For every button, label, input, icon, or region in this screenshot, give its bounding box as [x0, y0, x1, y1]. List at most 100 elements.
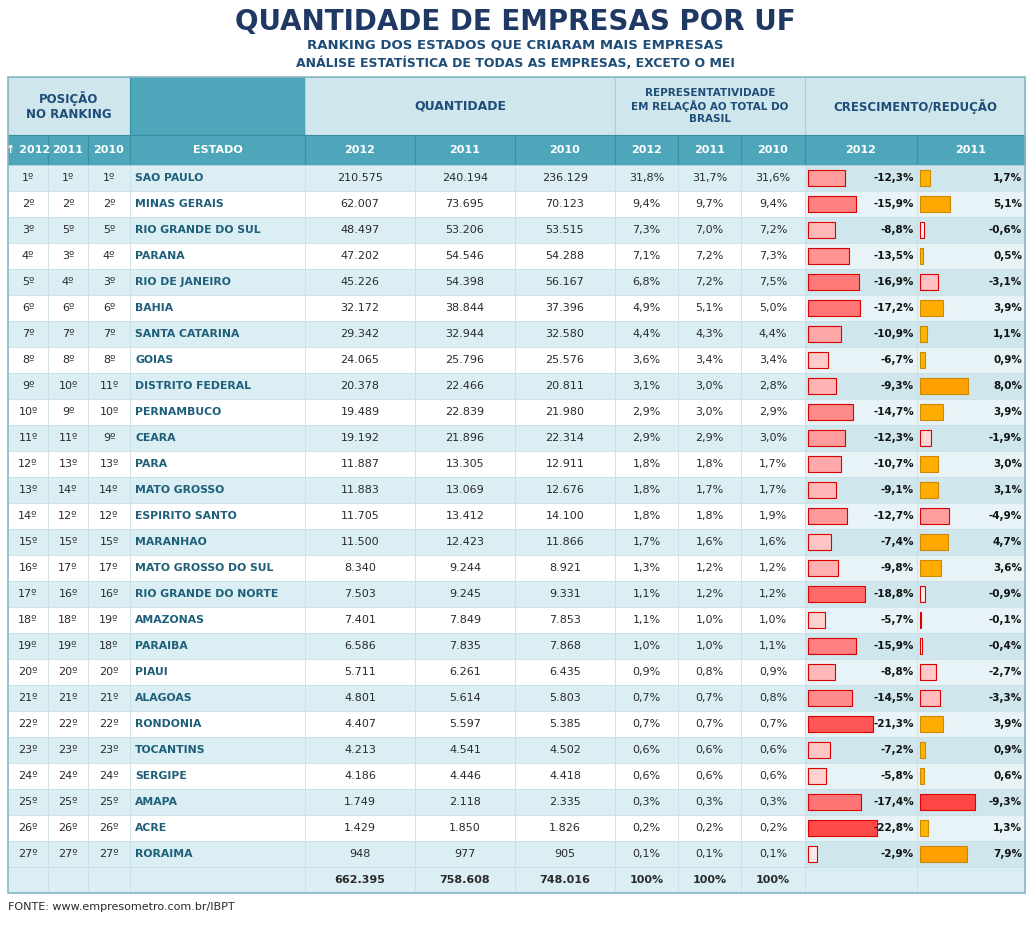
- Text: 31,8%: 31,8%: [629, 173, 664, 183]
- Bar: [805, 659, 917, 685]
- Text: MATO GROSSO DO SUL: MATO GROSSO DO SUL: [135, 563, 273, 573]
- Text: BAHIA: BAHIA: [135, 303, 173, 313]
- Bar: [805, 633, 917, 659]
- Bar: [88, 555, 130, 581]
- Bar: [808, 612, 825, 628]
- Text: 0,3%: 0,3%: [759, 797, 787, 807]
- Bar: [920, 170, 930, 186]
- Text: 4º: 4º: [22, 251, 34, 261]
- Bar: [741, 165, 805, 191]
- Text: MINAS GERAIS: MINAS GERAIS: [135, 199, 224, 209]
- Bar: [305, 191, 415, 217]
- Bar: [741, 867, 805, 893]
- Text: CRESCIMENTO/REDUÇÃO: CRESCIMENTO/REDUÇÃO: [833, 98, 997, 113]
- Text: 9º: 9º: [22, 381, 34, 391]
- Bar: [920, 352, 925, 368]
- Text: 2012: 2012: [631, 145, 662, 155]
- Bar: [805, 217, 917, 243]
- Bar: [415, 867, 515, 893]
- Bar: [415, 451, 515, 477]
- Text: 22.314: 22.314: [546, 433, 584, 443]
- Text: 948: 948: [349, 849, 371, 859]
- Text: -8,8%: -8,8%: [881, 667, 914, 677]
- Bar: [88, 607, 130, 633]
- Bar: [917, 269, 1025, 295]
- Text: 11.887: 11.887: [341, 459, 379, 469]
- Bar: [615, 659, 678, 685]
- Text: ANÁLISE ESTATÍSTICA DE TODAS AS EMPRESAS, EXCETO O MEI: ANÁLISE ESTATÍSTICA DE TODAS AS EMPRESAS…: [296, 56, 734, 69]
- Text: 18º: 18º: [19, 615, 38, 625]
- Text: 0,2%: 0,2%: [632, 823, 660, 833]
- Bar: [130, 867, 305, 893]
- Text: 4.502: 4.502: [549, 745, 581, 755]
- Bar: [48, 841, 88, 867]
- Text: 19.489: 19.489: [341, 407, 380, 417]
- Bar: [678, 347, 741, 373]
- Bar: [8, 555, 48, 581]
- Text: 2012: 2012: [846, 145, 877, 155]
- Bar: [130, 269, 305, 295]
- Text: 3,6%: 3,6%: [993, 563, 1022, 573]
- Text: 26º: 26º: [19, 823, 38, 833]
- Bar: [8, 243, 48, 269]
- Text: QUANTIDADE: QUANTIDADE: [414, 100, 506, 112]
- Text: 21º: 21º: [19, 693, 38, 703]
- Bar: [130, 503, 305, 529]
- Text: 6º: 6º: [62, 303, 74, 313]
- Bar: [615, 165, 678, 191]
- Bar: [917, 243, 1025, 269]
- Text: 1,1%: 1,1%: [632, 589, 660, 599]
- Bar: [805, 269, 917, 295]
- Bar: [48, 373, 88, 399]
- Bar: [678, 607, 741, 633]
- Bar: [615, 191, 678, 217]
- Text: 5.711: 5.711: [344, 667, 376, 677]
- Text: 1.429: 1.429: [344, 823, 376, 833]
- Bar: [920, 820, 928, 836]
- Bar: [917, 135, 1025, 165]
- Bar: [415, 399, 515, 425]
- Text: 5.614: 5.614: [449, 693, 481, 703]
- Text: 12º: 12º: [59, 511, 77, 521]
- Bar: [88, 243, 130, 269]
- Text: SANTA CATARINA: SANTA CATARINA: [135, 329, 239, 339]
- Bar: [8, 841, 48, 867]
- Bar: [8, 165, 48, 191]
- Text: 4.213: 4.213: [344, 745, 376, 755]
- Text: RIO GRANDE DO NORTE: RIO GRANDE DO NORTE: [135, 589, 278, 599]
- Bar: [917, 425, 1025, 451]
- Bar: [920, 274, 938, 290]
- Text: 9.244: 9.244: [449, 563, 481, 573]
- Text: ↑ 2012: ↑ 2012: [6, 145, 50, 155]
- Bar: [88, 659, 130, 685]
- Bar: [88, 685, 130, 711]
- Text: 1,6%: 1,6%: [759, 537, 787, 547]
- Bar: [808, 170, 846, 186]
- Text: 12.911: 12.911: [546, 459, 584, 469]
- Text: 1,1%: 1,1%: [759, 641, 787, 651]
- Bar: [615, 789, 678, 815]
- Bar: [808, 196, 856, 212]
- Text: 7.868: 7.868: [549, 641, 581, 651]
- Text: 1,7%: 1,7%: [632, 537, 660, 547]
- Text: ESTADO: ESTADO: [193, 145, 242, 155]
- Text: 15º: 15º: [99, 537, 118, 547]
- Text: -14,5%: -14,5%: [873, 693, 914, 703]
- Text: 6º: 6º: [103, 303, 115, 313]
- Bar: [917, 607, 1025, 633]
- Bar: [48, 815, 88, 841]
- Text: -2,9%: -2,9%: [881, 849, 914, 859]
- Bar: [130, 135, 305, 165]
- Bar: [741, 347, 805, 373]
- Bar: [415, 711, 515, 737]
- Text: 6.586: 6.586: [344, 641, 376, 651]
- Text: 1,7%: 1,7%: [759, 485, 787, 495]
- Bar: [678, 633, 741, 659]
- Bar: [8, 191, 48, 217]
- Bar: [88, 815, 130, 841]
- Bar: [917, 763, 1025, 789]
- Bar: [88, 711, 130, 737]
- Text: 0,5%: 0,5%: [993, 251, 1022, 261]
- Bar: [305, 425, 415, 451]
- Bar: [415, 295, 515, 321]
